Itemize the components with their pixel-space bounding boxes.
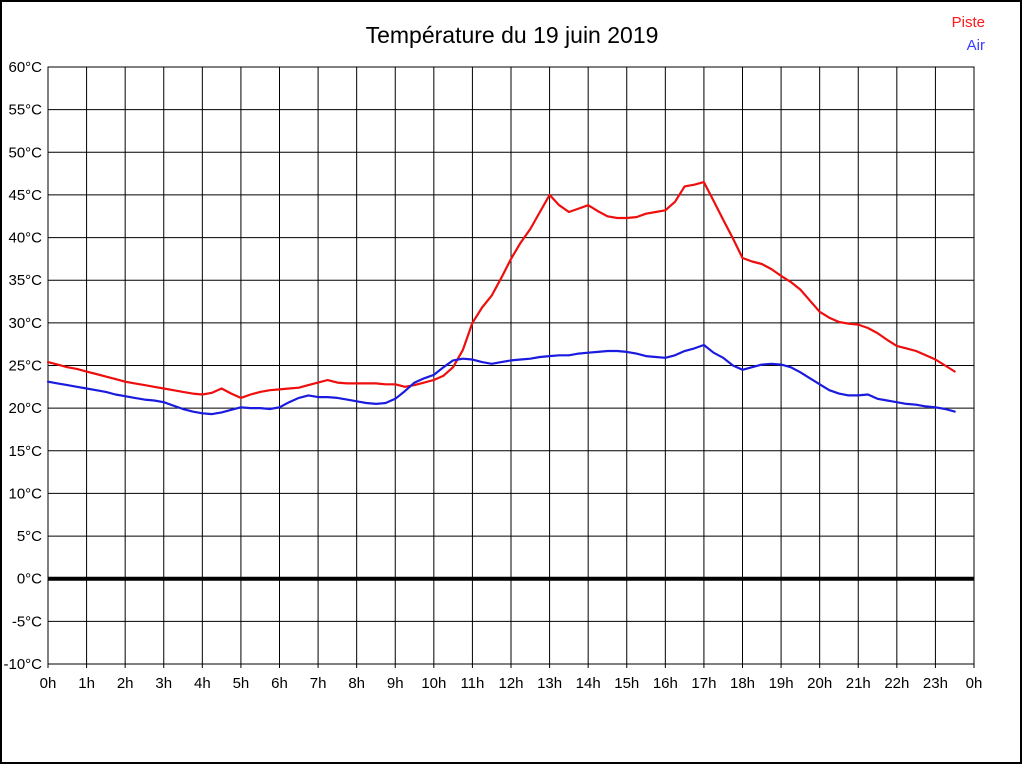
plot-border	[47, 66, 975, 665]
series-air-line	[46, 343, 956, 416]
x-tick-label: 10h	[421, 675, 446, 692]
y-tick-label: 60°C	[8, 59, 42, 76]
x-tick-label: 0h	[40, 675, 57, 692]
x-tick-label: 8h	[348, 675, 365, 692]
x-tick-label: 6h	[271, 675, 288, 692]
legend: Piste Air	[952, 11, 985, 57]
y-tick-label: 30°C	[8, 315, 42, 332]
y-tick-label: 20°C	[8, 400, 42, 417]
legend-item-air: Air	[966, 37, 985, 54]
x-tick-label: 20h	[807, 675, 832, 692]
y-tick-label: 10°C	[8, 485, 42, 502]
y-tick-label: 35°C	[8, 272, 42, 289]
y-tick-label: 5°C	[17, 528, 42, 545]
chart-title: Température du 19 juin 2019	[365, 22, 659, 48]
x-tick-label: 19h	[769, 675, 794, 692]
y-tick-label: 15°C	[8, 443, 42, 460]
y-tick-label: 25°C	[8, 358, 42, 375]
x-tick-label: 7h	[310, 675, 327, 692]
x-tick-label: 18h	[730, 675, 755, 692]
x-tick-label: 2h	[117, 675, 134, 692]
x-tick-label: 15h	[614, 675, 639, 692]
series-piste-line	[46, 181, 956, 399]
x-tick-label: 9h	[387, 675, 404, 692]
x-tick-label: 23h	[923, 675, 948, 692]
x-tick-label: 0h	[966, 675, 983, 692]
y-tick-label: 50°C	[8, 144, 42, 161]
x-tick-label: 3h	[155, 675, 172, 692]
legend-item-piste: Piste	[951, 14, 985, 31]
x-tick-label: 22h	[884, 675, 909, 692]
y-tick-label: 40°C	[8, 230, 42, 247]
x-tick-label: 16h	[653, 675, 678, 692]
y-tick-label: -5°C	[12, 613, 42, 630]
x-tick-label: 21h	[846, 675, 871, 692]
x-tick-label: 1h	[78, 675, 95, 692]
y-tick-label: 45°C	[8, 187, 42, 204]
y-tick-label: 0°C	[17, 571, 42, 588]
y-tick-label: -10°C	[3, 656, 42, 673]
x-tick-label: 17h	[691, 675, 716, 692]
y-tick-label: 55°C	[8, 102, 42, 119]
x-tick-label: 11h	[460, 675, 484, 692]
x-tick-label: 13h	[537, 675, 562, 692]
x-tick-label: 4h	[194, 675, 211, 692]
x-tick-label: 12h	[498, 675, 523, 692]
x-tick-label: 14h	[576, 675, 601, 692]
x-tick-label: 5h	[233, 675, 250, 692]
